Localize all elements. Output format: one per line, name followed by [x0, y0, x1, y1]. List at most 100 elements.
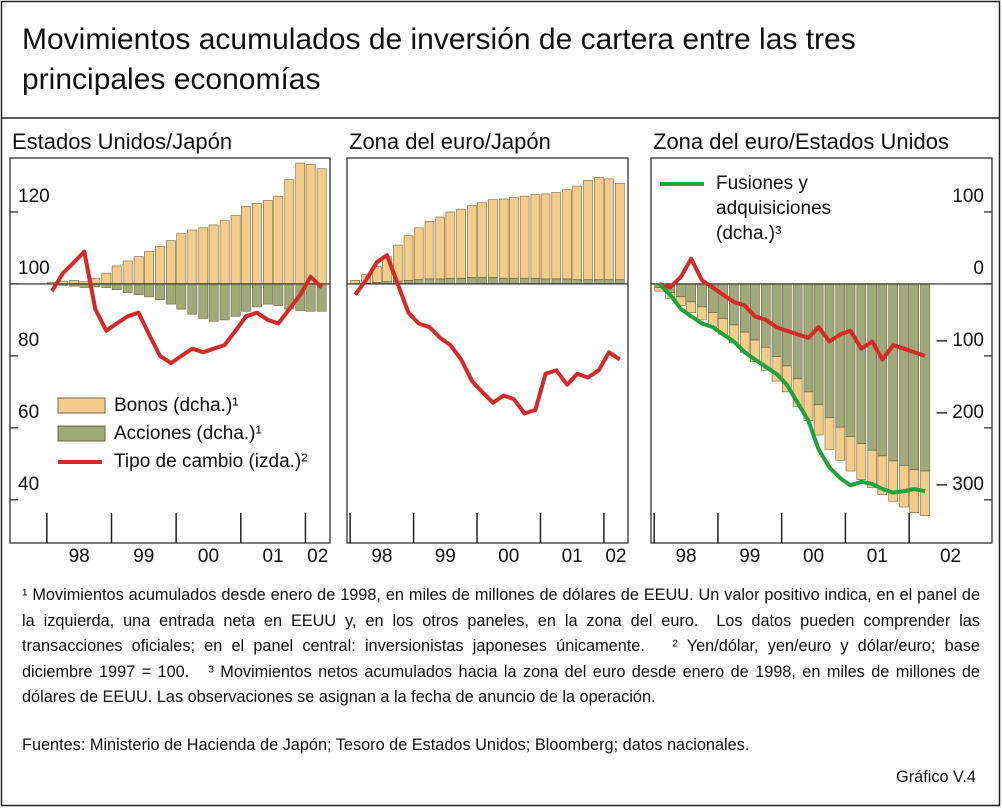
x-tick-label: 02 — [307, 546, 328, 567]
y2-tick-label: – 300 — [936, 474, 984, 495]
x-tick-label: 98 — [371, 546, 392, 567]
x-tick-label: 01 — [562, 546, 583, 567]
bar — [284, 179, 295, 285]
bar — [456, 277, 466, 285]
bar — [413, 279, 424, 285]
bar — [551, 192, 562, 280]
bar — [771, 283, 782, 357]
bar — [686, 301, 696, 313]
bar — [867, 283, 877, 451]
bar — [273, 283, 284, 306]
bar — [467, 205, 477, 278]
x-tick-label: 00 — [803, 546, 824, 567]
bar — [133, 256, 144, 285]
bar — [488, 199, 498, 278]
y-tick-label: 80 — [18, 330, 39, 351]
bar — [208, 283, 219, 322]
bar — [899, 283, 909, 466]
x-tick-label: 00 — [198, 546, 219, 567]
bar — [519, 195, 530, 279]
bar — [824, 417, 835, 450]
bar — [509, 277, 519, 285]
bar — [845, 436, 856, 472]
bar — [208, 224, 219, 285]
legend-item: Acciones (dcha.)¹ — [57, 423, 262, 444]
panel-title: Zona del euro/Japón — [349, 129, 551, 154]
y-tick-label: 60 — [18, 402, 39, 423]
legend-label: Bonos (dcha.)¹ — [114, 395, 239, 416]
bar — [263, 283, 273, 305]
bar — [252, 203, 262, 285]
legend-label-box: Fusiones y adquisiciones (dcha.)³ — [716, 173, 832, 244]
bar — [219, 220, 230, 285]
bar — [111, 265, 122, 285]
bar — [477, 277, 487, 285]
x-tick-label: 99 — [435, 546, 456, 567]
bar — [676, 283, 686, 298]
bar — [760, 283, 771, 348]
bar — [445, 211, 456, 279]
bar — [540, 278, 551, 285]
bar — [155, 246, 165, 285]
bar — [686, 283, 696, 303]
bar — [122, 283, 133, 293]
bar — [781, 283, 792, 367]
bar — [920, 470, 930, 516]
line-series — [353, 253, 621, 416]
bar — [435, 216, 445, 280]
bar — [316, 168, 327, 285]
legend-label: Tipo de cambio (izda.)² — [114, 451, 308, 472]
bar — [155, 283, 165, 301]
bar — [372, 266, 382, 283]
bar — [509, 197, 519, 279]
bar — [835, 283, 846, 428]
bar — [697, 283, 707, 308]
bar — [540, 193, 551, 280]
bar — [456, 208, 466, 279]
legend-swatch — [57, 425, 106, 442]
legend-item: Bonos (dcha.)¹ — [57, 395, 239, 416]
bar — [498, 277, 509, 285]
x-tick-label: 02 — [940, 546, 961, 567]
panel-title: Estados Unidos/Japón — [12, 129, 232, 154]
x-tick-label: 98 — [675, 546, 696, 567]
bar — [899, 465, 909, 508]
bar — [144, 251, 154, 285]
y-tick-label: 40 — [18, 474, 39, 495]
bar — [166, 283, 176, 305]
y2-tick-label: 100 — [952, 186, 984, 207]
bar — [498, 198, 509, 279]
bar — [219, 283, 230, 321]
bar — [697, 306, 707, 321]
x-tick-label: 99 — [739, 546, 760, 567]
bar — [760, 347, 771, 371]
bar — [488, 277, 498, 285]
bar — [166, 240, 176, 285]
bar — [176, 283, 187, 310]
bar — [477, 202, 487, 278]
legend-item: Tipo de cambio (izda.)² — [58, 451, 308, 472]
y-tick-label: 120 — [18, 186, 50, 207]
bar — [230, 283, 241, 317]
bar — [263, 200, 273, 285]
bar — [305, 283, 316, 312]
legend-label: Fusiones y adquisiciones (dcha.)³ — [716, 173, 832, 244]
bar — [187, 283, 198, 315]
bar — [718, 283, 728, 319]
bar — [572, 185, 583, 280]
bar — [230, 215, 241, 285]
bar — [604, 279, 614, 285]
bar — [530, 277, 541, 285]
legend-item: Fusiones y adquisiciones (dcha.)³ — [660, 173, 832, 244]
bar — [413, 227, 424, 280]
bar — [856, 443, 867, 480]
bar — [187, 229, 198, 285]
bar — [813, 404, 824, 436]
bar — [583, 279, 593, 285]
x-tick-label: 00 — [498, 546, 519, 567]
bar — [435, 278, 445, 285]
bar — [295, 162, 306, 285]
bar — [241, 205, 251, 285]
bar — [144, 283, 154, 298]
